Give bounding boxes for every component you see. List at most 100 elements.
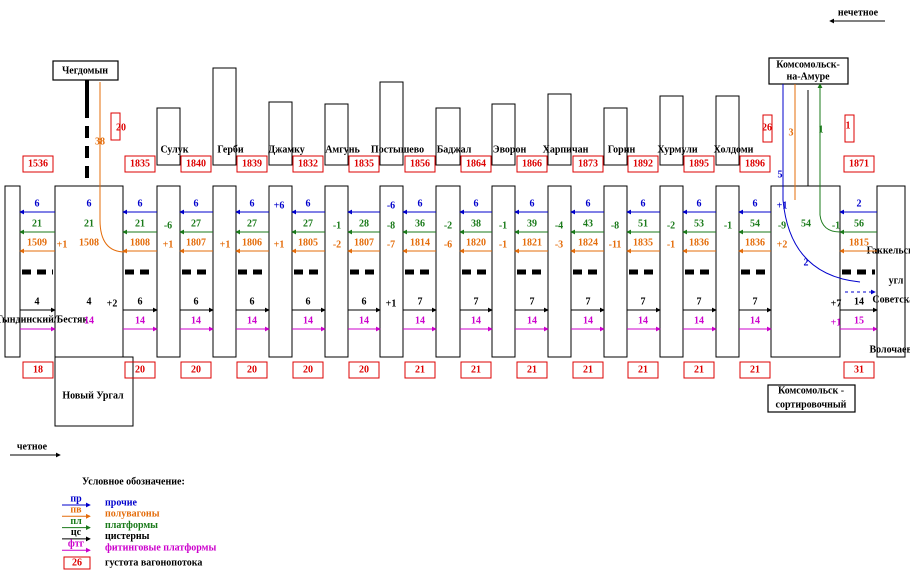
flow-value: 51: [638, 218, 648, 229]
station-building: [379, 81, 404, 166]
flow-value: 1508: [79, 237, 99, 248]
flow-change: -1: [499, 239, 507, 250]
station-track: [54, 185, 124, 358]
density-box: [762, 114, 773, 143]
station-name: на-Амуре: [786, 71, 830, 82]
density-value: 20: [359, 364, 369, 375]
flow-change: -2: [667, 220, 675, 231]
flow-value: 1807: [354, 237, 374, 248]
legend-label: прочие: [105, 497, 137, 508]
flow-change: -1: [333, 220, 341, 231]
density-value: 1839: [242, 158, 262, 169]
flow-value: 14: [471, 315, 481, 326]
density-value: 21: [694, 364, 704, 375]
station-name: Харпичан: [543, 144, 589, 155]
density-value: 20: [247, 364, 257, 375]
station-name: Эворон: [493, 144, 527, 155]
legend-box: [63, 556, 91, 570]
legend-key: пл: [70, 516, 82, 527]
density-label: 1: [846, 120, 851, 131]
flow-value: 1808: [130, 237, 150, 248]
flow-value: 7: [586, 296, 591, 307]
station-name: Герби: [217, 144, 244, 155]
flow-value: 1836: [689, 237, 709, 248]
station-building: [491, 103, 516, 166]
density-box: [460, 361, 492, 379]
station-name: Постышево: [371, 144, 424, 155]
flow-value: 14: [583, 315, 593, 326]
density-box: [460, 155, 492, 173]
density-box: [180, 155, 212, 173]
direction-odd: нечетное: [838, 7, 879, 18]
flow-value: 7: [530, 296, 535, 307]
station-track: [268, 185, 293, 358]
density-box: [627, 361, 659, 379]
density-value: 31: [854, 364, 864, 375]
flow-change: -1: [832, 220, 840, 231]
flow-value: 36: [415, 218, 425, 229]
junction-label: Советская: [872, 294, 910, 305]
flow-change: +1: [220, 239, 231, 250]
flow-label: 38: [95, 136, 105, 147]
legend-title: Условное обозначение:: [82, 476, 185, 487]
legend-key: цс: [71, 527, 82, 538]
flow-curve: [99, 82, 126, 253]
station-name: Сулук: [160, 144, 188, 155]
flow-value: 6: [306, 296, 311, 307]
flow-value: 1836: [745, 237, 765, 248]
flow-value: 6: [753, 198, 758, 209]
flow-value: 2: [857, 198, 862, 209]
flow-value: 6: [138, 198, 143, 209]
station-track: [4, 185, 21, 358]
flow-value: 14: [854, 296, 864, 307]
density-value: 1895: [689, 158, 709, 169]
density-box: [292, 155, 324, 173]
station-building: [547, 93, 572, 166]
density-box: [180, 361, 212, 379]
flow-change: -6: [444, 239, 452, 250]
flow-value: 14: [135, 315, 145, 326]
junction-label: угл: [889, 275, 904, 286]
density-box: [124, 155, 156, 173]
density-value: 1856: [410, 158, 430, 169]
flow-value: 1814: [410, 237, 430, 248]
flow-value: 1820: [466, 237, 486, 248]
branch-label: 1: [819, 124, 824, 135]
density-value: 20: [135, 364, 145, 375]
station-box: [768, 57, 849, 85]
branch-label: 5: [778, 169, 783, 180]
station-track: [547, 185, 572, 358]
station-track: [324, 185, 349, 358]
flow-value: 4: [35, 296, 40, 307]
flow-value: 14: [750, 315, 760, 326]
flow-curve: [782, 84, 861, 283]
station-track: [491, 185, 516, 358]
branch-label: 2: [804, 257, 809, 268]
station-building: [603, 107, 628, 166]
flow-change: -8: [611, 220, 619, 231]
density-value: 1832: [298, 158, 318, 169]
flow-value: 6: [250, 198, 255, 209]
flow-change: -1: [667, 239, 675, 250]
flow-change: -1: [724, 220, 732, 231]
flow-value: 6: [530, 198, 535, 209]
flow-change: +7: [831, 298, 842, 309]
density-box: [844, 114, 855, 143]
flow-change: +1: [386, 298, 397, 309]
branch-label: 3: [789, 127, 794, 138]
direction-even: четное: [17, 441, 48, 452]
legend-key: пв: [70, 505, 82, 516]
flow-change: +6: [274, 200, 285, 211]
station-track: [603, 185, 628, 358]
flow-change: -9: [778, 220, 786, 231]
flow-value: 1807: [186, 237, 206, 248]
density-value: 1896: [745, 158, 765, 169]
density-box: [236, 155, 268, 173]
station-track: [876, 185, 906, 358]
density-value: 1536: [28, 158, 48, 169]
flow-change: -8: [387, 220, 395, 231]
flow-value: 7: [418, 296, 423, 307]
flow-value: 7: [474, 296, 479, 307]
station-building: [156, 107, 181, 166]
station-track: [212, 185, 237, 358]
